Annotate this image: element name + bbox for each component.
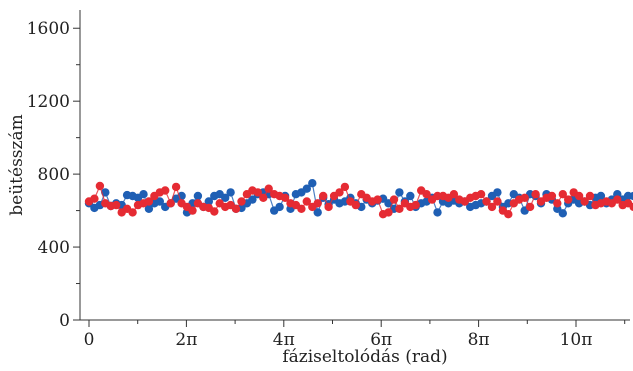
data-point — [629, 191, 633, 201]
data-point — [280, 193, 290, 202]
data-point — [389, 195, 399, 204]
data-point — [531, 190, 540, 199]
data-point — [373, 195, 382, 204]
data-point — [449, 190, 459, 199]
y-axis-title: beütésszám — [7, 114, 27, 215]
data-point — [248, 195, 257, 204]
x-tick-label: 10π — [560, 330, 593, 350]
data-point — [112, 200, 121, 210]
data-point — [406, 191, 415, 201]
data-point — [128, 208, 137, 217]
data-point — [193, 191, 203, 201]
data-point — [253, 188, 262, 197]
data-point — [139, 190, 148, 199]
data-point — [308, 179, 317, 188]
x-tick-label: 0 — [84, 330, 95, 350]
data-point — [171, 182, 181, 192]
data-point — [221, 193, 230, 202]
data-point — [90, 194, 99, 203]
data-point — [504, 210, 513, 219]
data-point — [101, 188, 110, 197]
x-tick-label: 6π — [370, 330, 392, 350]
data-point — [553, 199, 562, 208]
data-point — [574, 191, 584, 201]
data-point — [596, 191, 606, 201]
ticks: 0 400 800 1200 1600 0 2π 4π 6π 8π 10π — [27, 19, 626, 350]
data-point — [585, 191, 595, 201]
data-point — [302, 197, 311, 206]
data-point — [302, 184, 311, 193]
data-point — [351, 200, 360, 210]
x-tick-label: 4π — [273, 330, 295, 350]
data-point — [564, 195, 573, 204]
data-point — [547, 191, 557, 201]
data-point — [95, 181, 105, 191]
data-point — [324, 202, 333, 212]
data-point — [520, 193, 529, 202]
data-point — [275, 202, 284, 212]
data-point — [335, 188, 344, 197]
x-axis-title: fáziseltolódás (rad) — [282, 347, 447, 367]
data-point — [237, 197, 246, 206]
x-tick-label: 2π — [175, 330, 197, 350]
data-point — [395, 204, 404, 213]
data-point — [313, 199, 322, 208]
y-tick-label: 1200 — [27, 92, 70, 112]
data-point — [395, 188, 404, 197]
data-point — [313, 208, 322, 217]
data-point — [319, 191, 328, 201]
data-point — [161, 186, 170, 195]
data-point — [476, 190, 486, 199]
data-point — [487, 202, 497, 212]
data-point — [231, 204, 241, 213]
data-point — [204, 197, 213, 206]
data-point — [629, 202, 633, 212]
data-point — [259, 193, 268, 202]
data-point — [613, 195, 622, 204]
data-point — [493, 188, 502, 197]
data-point — [580, 197, 589, 206]
data-point — [558, 190, 567, 199]
data-point — [166, 199, 175, 208]
data-point — [155, 197, 164, 206]
data-point — [493, 197, 502, 206]
data-point — [144, 204, 154, 213]
data-point — [384, 208, 393, 217]
data-point — [433, 208, 442, 217]
data-point — [558, 209, 567, 218]
data-point — [188, 206, 197, 215]
data-point — [297, 204, 306, 213]
data-point — [411, 200, 420, 210]
data-point — [482, 197, 491, 206]
y-tick-label: 0 — [59, 311, 70, 331]
data-point — [422, 190, 431, 199]
data-point — [210, 207, 219, 216]
y-tick-label: 400 — [38, 238, 70, 258]
data-point — [340, 182, 350, 192]
axes — [79, 10, 630, 321]
series-2 — [84, 181, 633, 219]
data-point — [144, 197, 154, 206]
data-point — [226, 188, 235, 197]
series — [84, 179, 633, 219]
data-point — [264, 184, 273, 193]
x-tick-label: 8π — [468, 330, 490, 350]
data-point — [525, 202, 535, 212]
y-tick-label: 1600 — [27, 19, 70, 39]
y-tick-label: 800 — [38, 165, 70, 185]
